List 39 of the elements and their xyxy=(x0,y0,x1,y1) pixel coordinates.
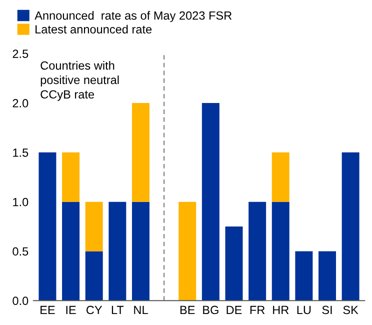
bar xyxy=(295,251,313,301)
y-tick-label: 1.5 xyxy=(13,148,28,157)
bar xyxy=(248,202,266,301)
bar xyxy=(272,152,290,202)
x-tick-label: EE xyxy=(40,306,55,314)
x-tick-label: IE xyxy=(66,306,76,314)
x-tick-label: SK xyxy=(343,306,358,314)
x-tick-label: CY xyxy=(86,306,102,314)
bar xyxy=(318,251,336,301)
bar xyxy=(108,202,126,301)
bar xyxy=(132,202,150,301)
legend-label: Latest announced rate xyxy=(36,24,152,34)
annotation: Countries with positive neutral CCyB rate xyxy=(40,61,119,101)
bar xyxy=(178,202,196,301)
bar xyxy=(342,152,360,301)
x-tick-label: LU xyxy=(297,306,311,314)
bar xyxy=(62,202,80,301)
x-tick-label: FR xyxy=(250,306,265,314)
y-tick-label: 2.5 xyxy=(12,50,28,58)
y-tick-label: 1.0 xyxy=(13,198,28,206)
x-tick-label: BG xyxy=(203,306,218,314)
bar xyxy=(38,152,56,301)
bar xyxy=(202,103,220,301)
bar xyxy=(62,152,80,202)
x-tick-label: BE xyxy=(180,306,195,314)
y-tick-label: 0.5 xyxy=(12,247,28,256)
y-tick-label: 0.0 xyxy=(12,296,28,306)
bar xyxy=(132,103,150,202)
x-tick-label: NL xyxy=(134,306,148,314)
bar xyxy=(85,202,103,252)
x-tick-label: LT xyxy=(112,306,124,314)
bar xyxy=(272,202,290,301)
x-tick-label: SI xyxy=(322,306,332,314)
y-tick-label: 2.0 xyxy=(12,99,28,108)
legend-label: Announced rate as of May 2023 FSR xyxy=(34,11,232,22)
x-tick-label: HR xyxy=(273,306,289,314)
x-tick-label: DE xyxy=(226,306,242,314)
bar xyxy=(225,226,243,301)
bar xyxy=(85,251,103,301)
